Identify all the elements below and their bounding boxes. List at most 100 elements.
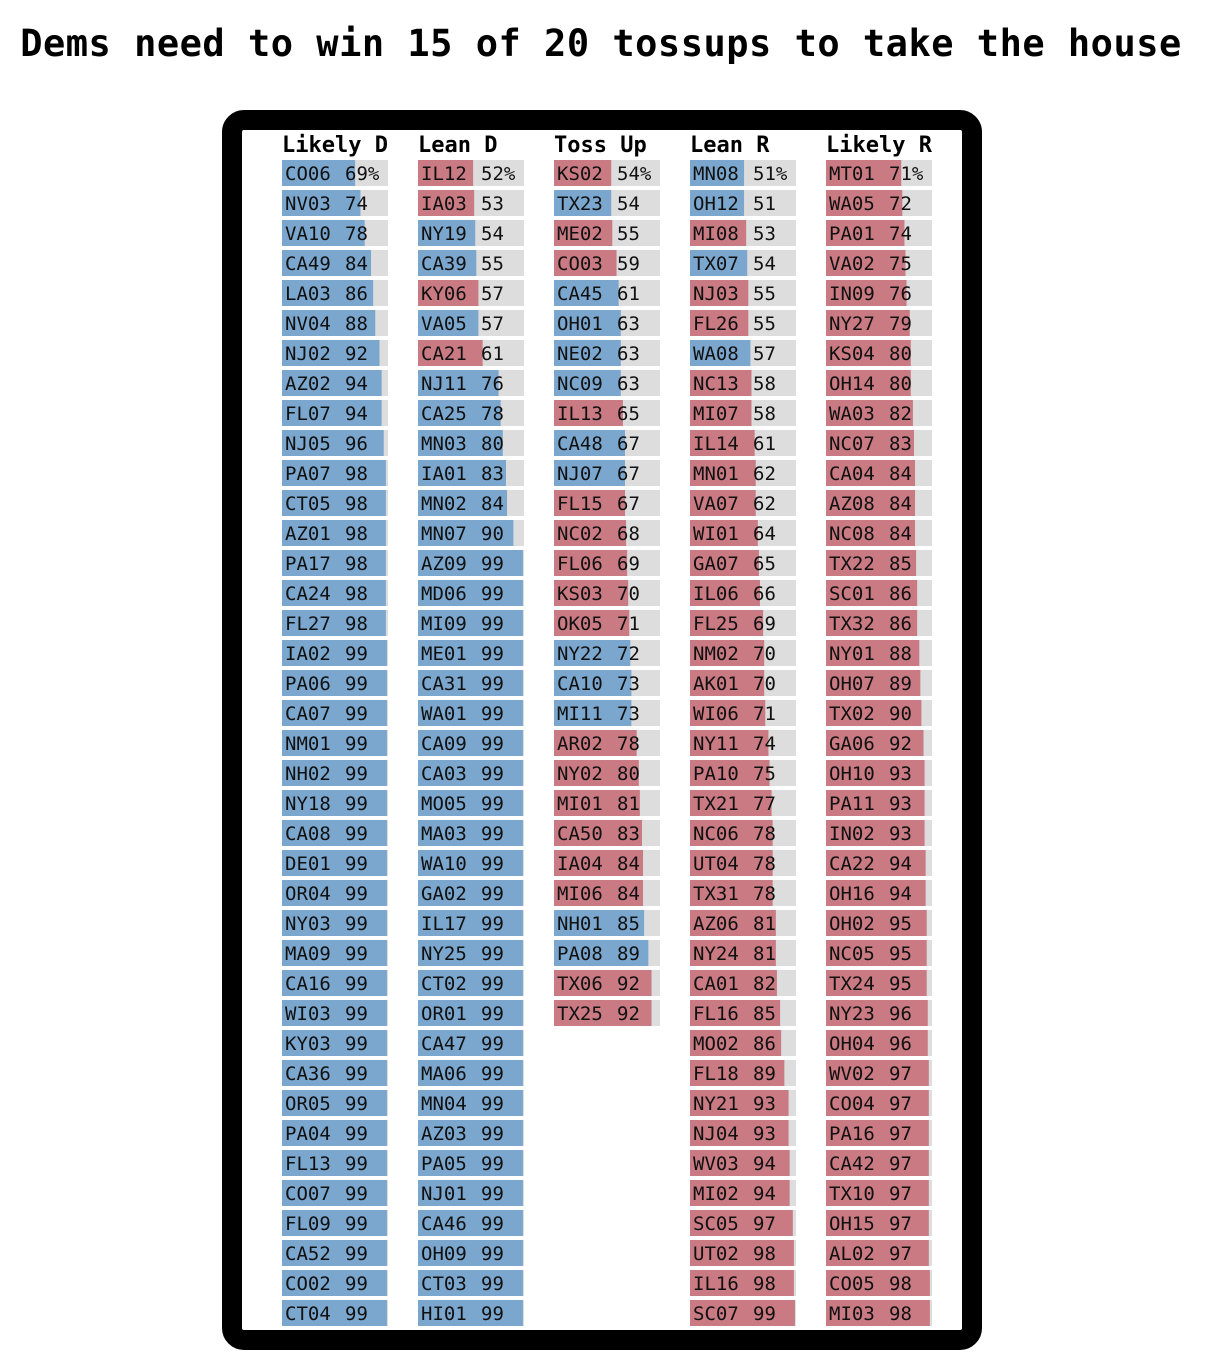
bar-ky06 [418, 280, 479, 306]
bar-oh04 [826, 1030, 928, 1056]
bar-tx06 [554, 970, 652, 996]
bar-value-in02: 93 [889, 823, 912, 845]
bar-mi06 [554, 880, 644, 906]
bar-label-ca03: CA03 [421, 763, 467, 785]
bar-label-nm01: NM01 [285, 733, 331, 755]
bar-label-sc01: SC01 [829, 583, 875, 605]
bar-value-or05: 99 [345, 1093, 368, 1115]
bar-oh12 [690, 190, 745, 216]
bar-tx25 [554, 1000, 652, 1026]
bar-label-wa10: WA10 [421, 853, 467, 875]
bar-value-nc08: 84 [889, 523, 912, 545]
bar-ca01 [690, 970, 777, 996]
bar-value-ca42: 97 [889, 1153, 912, 1175]
bar-nv03 [282, 190, 361, 216]
bar-value-nj04: 93 [753, 1123, 776, 1145]
bar-ny11 [690, 730, 769, 756]
bar-wv03 [690, 1150, 790, 1176]
bar-ny22 [554, 640, 631, 666]
bar-value-in09: 76 [889, 283, 912, 305]
bar-value-sc07: 99 [753, 1303, 776, 1325]
bar-label-or04: OR04 [285, 883, 331, 905]
bar-label-wa03: WA03 [829, 403, 875, 425]
bar-pa16 [826, 1120, 929, 1146]
bar-ny03 [282, 910, 387, 936]
bar-mn04 [418, 1090, 523, 1116]
column-header-likely-d: Likely D [282, 133, 388, 158]
bar-value-pa08: 89 [617, 943, 640, 965]
bar-value-sc05: 97 [753, 1213, 776, 1235]
bar-value-pa10: 75 [753, 763, 776, 785]
bar-label-wi03: WI03 [285, 1003, 331, 1025]
bar-value-va07: 62 [753, 493, 776, 515]
bar-value-tx31: 78 [753, 883, 776, 905]
bar-fl26 [690, 310, 749, 336]
bar-ny01 [826, 640, 920, 666]
bar-tx21 [690, 790, 772, 816]
bar-value-nm01: 99 [345, 733, 368, 755]
bar-label-ak01: AK01 [693, 673, 739, 695]
bar-label-ca42: CA42 [829, 1153, 875, 1175]
bar-label-wv02: WV02 [829, 1063, 875, 1085]
bar-ca47 [418, 1030, 523, 1056]
bar-pa07 [282, 460, 386, 486]
bar-nh01 [554, 910, 645, 936]
bar-label-nh01: NH01 [557, 913, 603, 935]
bar-ct03 [418, 1270, 523, 1296]
bar-tx31 [690, 880, 773, 906]
bar-value-nj01: 99 [481, 1183, 504, 1205]
bar-value-ca07: 99 [345, 703, 368, 725]
bar-label-ca52: CA52 [285, 1243, 331, 1265]
bar-label-ny23: NY23 [829, 1003, 875, 1025]
bar-value-mn08: 51% [753, 163, 788, 185]
bar-label-ca46: CA46 [421, 1213, 467, 1235]
bar-tx02 [826, 700, 922, 726]
bar-label-md06: MD06 [421, 583, 467, 605]
bar-label-ca16: CA16 [285, 973, 331, 995]
bar-label-nc02: NC02 [557, 523, 603, 545]
bar-ca10 [554, 670, 632, 696]
bar-value-hi01: 99 [481, 1303, 504, 1325]
bar-value-oh14: 80 [889, 373, 912, 395]
bar-label-tx07: TX07 [693, 253, 739, 275]
bar-label-co07: CO07 [285, 1183, 331, 1205]
bar-co03 [554, 250, 617, 276]
bar-label-va07: VA07 [693, 493, 739, 515]
bar-value-co04: 97 [889, 1093, 912, 1115]
bar-value-me01: 99 [481, 643, 504, 665]
bar-ca07 [282, 700, 387, 726]
bar-label-ma03: MA03 [421, 823, 467, 845]
bar-value-tx24: 95 [889, 973, 912, 995]
bar-value-ny25: 99 [481, 943, 504, 965]
bar-value-ny19: 54 [481, 223, 504, 245]
bar-label-tx06: TX06 [557, 973, 603, 995]
bar-tx07 [690, 250, 748, 276]
bar-la03 [282, 280, 374, 306]
bar-value-ny24: 81 [753, 943, 776, 965]
bar-value-tx21: 77 [753, 793, 776, 815]
bar-label-nc06: NC06 [693, 823, 739, 845]
bar-value-ca46: 99 [481, 1213, 504, 1235]
bar-value-tx32: 86 [889, 613, 912, 635]
bar-value-co02: 99 [345, 1273, 368, 1295]
bar-ia03 [418, 190, 475, 216]
bar-value-oh01: 63 [617, 313, 640, 335]
bar-label-oh12: OH12 [693, 193, 739, 215]
bar-ut02 [690, 1240, 794, 1266]
bar-ma09 [282, 940, 387, 966]
bar-mn07 [418, 520, 514, 546]
bar-value-ct02: 99 [481, 973, 504, 995]
bar-value-nj11: 76 [481, 373, 504, 395]
bar-label-oh04: OH04 [829, 1033, 875, 1055]
bar-value-me02: 55 [617, 223, 640, 245]
bar-value-fl25: 69 [753, 613, 776, 635]
bar-label-ks02: KS02 [557, 163, 603, 185]
bar-ma06 [418, 1060, 523, 1086]
bar-label-ca24: CA24 [285, 583, 331, 605]
bar-label-nm02: NM02 [693, 643, 739, 665]
bar-label-mo05: MO05 [421, 793, 467, 815]
bar-ca21 [418, 340, 483, 366]
bar-label-va02: VA02 [829, 253, 875, 275]
bar-il06 [690, 580, 760, 606]
bar-label-mo02: MO02 [693, 1033, 739, 1055]
